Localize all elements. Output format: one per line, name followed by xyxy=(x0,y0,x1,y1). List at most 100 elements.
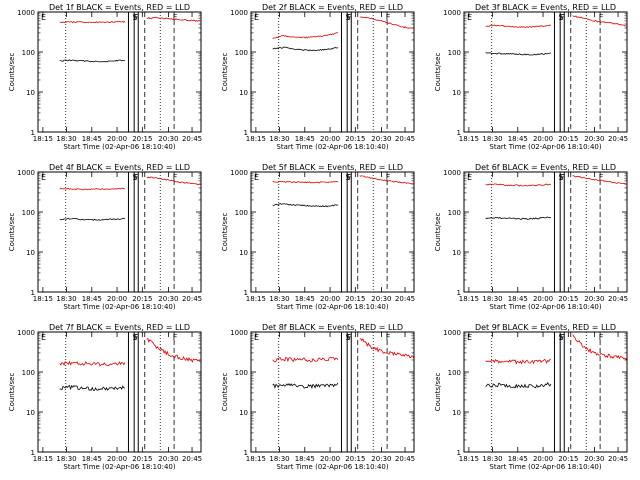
y-tick-label: 100 xyxy=(448,49,461,57)
x-tick-label: 20:15 xyxy=(558,135,578,143)
x-tick-label: 20:15 xyxy=(558,455,578,463)
panel-det-5: Det 5f BLACK = Events, RED = LLD 1 10 100 10… xyxy=(221,163,415,311)
x-tick-label: 20:15 xyxy=(132,135,152,143)
x-axis-label: Start Time (02-Apr-06 18:10:40) xyxy=(276,463,388,471)
flag-marker-edge: E xyxy=(254,13,259,22)
flag-marker: F xyxy=(173,13,178,22)
x-tick-label: 20:00 xyxy=(533,295,553,303)
x-tick-label: 18:15 xyxy=(459,135,479,143)
x-tick-label: 18:30 xyxy=(269,455,289,463)
y-tick-label: 10 xyxy=(452,409,461,417)
flag-marker-edge: E xyxy=(467,333,472,342)
panel-title: Det 6f BLACK = Events, RED = LLD xyxy=(475,163,616,172)
y-tick-label: 1000 xyxy=(17,329,35,337)
flag-marker: S xyxy=(558,13,563,22)
flag-marker: F xyxy=(560,333,565,342)
y-tick-label: 1 xyxy=(31,449,35,457)
x-tick-label: 18:15 xyxy=(459,295,479,303)
flag-marker: S xyxy=(132,333,137,342)
panel-title: Det 5f BLACK = Events, RED = LLD xyxy=(262,163,403,172)
flag-marker-edge: E xyxy=(254,333,259,342)
flag-marker: F xyxy=(386,173,391,182)
x-tick-label: 20:00 xyxy=(107,295,127,303)
x-tick-label: 20:00 xyxy=(107,135,127,143)
y-axis-label: Counts/sec xyxy=(8,373,16,412)
y-tick-label: 1 xyxy=(31,289,35,297)
x-axis-label: Start Time (02-Apr-06 18:10:40) xyxy=(63,303,175,311)
x-tick-label: 20:30 xyxy=(371,295,391,303)
series-line-events xyxy=(59,59,126,63)
series-line-lld xyxy=(59,176,202,191)
flag-marker: S xyxy=(558,173,563,182)
y-axis-label: Counts/sec xyxy=(434,373,442,412)
panel-title: Det 9f BLACK = Events, RED = LLD xyxy=(475,323,616,332)
y-axis-label: Counts/sec xyxy=(434,53,442,92)
flag-marker: S xyxy=(345,13,350,22)
x-tick-label: 20:00 xyxy=(107,455,127,463)
y-tick-label: 1 xyxy=(457,289,461,297)
y-tick-label: 1000 xyxy=(230,9,248,17)
flag-marker: F xyxy=(134,333,139,342)
panel-title: Det 1f BLACK = Events, RED = LLD xyxy=(49,3,190,12)
flag-marker: F xyxy=(347,333,352,342)
y-tick-label: 1 xyxy=(244,129,248,137)
x-tick-label: 18:30 xyxy=(269,135,289,143)
series-line-lld xyxy=(485,334,628,365)
y-tick-label: 1000 xyxy=(230,329,248,337)
flag-marker: F xyxy=(560,13,565,22)
y-tick-label: 100 xyxy=(448,369,461,377)
x-tick-label: 18:30 xyxy=(56,455,76,463)
panel-det-9: Det 9f BLACK = Events, RED = LLD 1 10 100 10… xyxy=(434,323,628,471)
x-tick-label: 18:45 xyxy=(508,135,528,143)
x-tick-label: 20:15 xyxy=(132,455,152,463)
series-line-lld xyxy=(272,338,415,363)
plot-frame xyxy=(37,11,202,133)
series-line-lld xyxy=(59,16,201,24)
x-tick-label: 20:30 xyxy=(371,455,391,463)
y-tick-label: 100 xyxy=(22,49,35,57)
x-tick-label: 20:15 xyxy=(132,295,152,303)
series-line-events xyxy=(272,203,339,208)
y-axis-label: Counts/sec xyxy=(434,213,442,252)
x-tick-label: 18:30 xyxy=(269,295,289,303)
flag-marker: F xyxy=(599,173,604,182)
y-tick-label: 100 xyxy=(22,369,35,377)
y-axis-label: Counts/sec xyxy=(8,213,16,252)
series-line-events xyxy=(485,216,552,220)
panel-det-3: Det 3f BLACK = Events, RED = LLD 1 10 100 10… xyxy=(434,3,628,151)
x-tick-label: 18:30 xyxy=(482,295,502,303)
panel-title: Det 8f BLACK = Events, RED = LLD xyxy=(262,323,403,332)
x-tick-label: 20:45 xyxy=(608,455,628,463)
series-line-lld xyxy=(272,175,415,185)
x-axis-label: Start Time (02-Apr-06 18:10:40) xyxy=(63,143,175,151)
y-tick-label: 1000 xyxy=(230,169,248,177)
x-tick-label: 18:45 xyxy=(82,135,102,143)
x-tick-label: 20:45 xyxy=(608,295,628,303)
flag-marker-edge: E xyxy=(254,173,259,182)
panel-title: Det 3f BLACK = Events, RED = LLD xyxy=(475,3,616,12)
y-tick-label: 100 xyxy=(22,209,35,217)
y-tick-label: 1000 xyxy=(443,9,461,17)
x-tick-label: 20:30 xyxy=(158,455,178,463)
y-tick-label: 100 xyxy=(235,369,248,377)
x-tick-label: 20:30 xyxy=(584,135,604,143)
x-tick-label: 18:45 xyxy=(82,295,102,303)
x-tick-label: 18:45 xyxy=(295,455,315,463)
flag-marker-edge: E xyxy=(41,333,46,342)
x-tick-label: 20:45 xyxy=(395,455,415,463)
y-tick-label: 10 xyxy=(26,89,35,97)
x-tick-label: 18:45 xyxy=(82,455,102,463)
flag-marker-edge: E xyxy=(467,173,472,182)
y-tick-label: 10 xyxy=(452,89,461,97)
y-tick-label: 1000 xyxy=(17,169,35,177)
x-axis-label: Start Time (02-Apr-06 18:10:40) xyxy=(489,303,601,311)
x-tick-label: 20:45 xyxy=(182,295,202,303)
plot-frame xyxy=(250,11,415,133)
flag-marker: F xyxy=(560,173,565,182)
flag-marker: S xyxy=(345,173,350,182)
x-tick-label: 18:15 xyxy=(459,455,479,463)
x-tick-label: 18:30 xyxy=(56,135,76,143)
x-tick-label: 20:00 xyxy=(533,455,553,463)
plot-frame xyxy=(463,171,628,293)
plot-frame xyxy=(37,331,202,453)
